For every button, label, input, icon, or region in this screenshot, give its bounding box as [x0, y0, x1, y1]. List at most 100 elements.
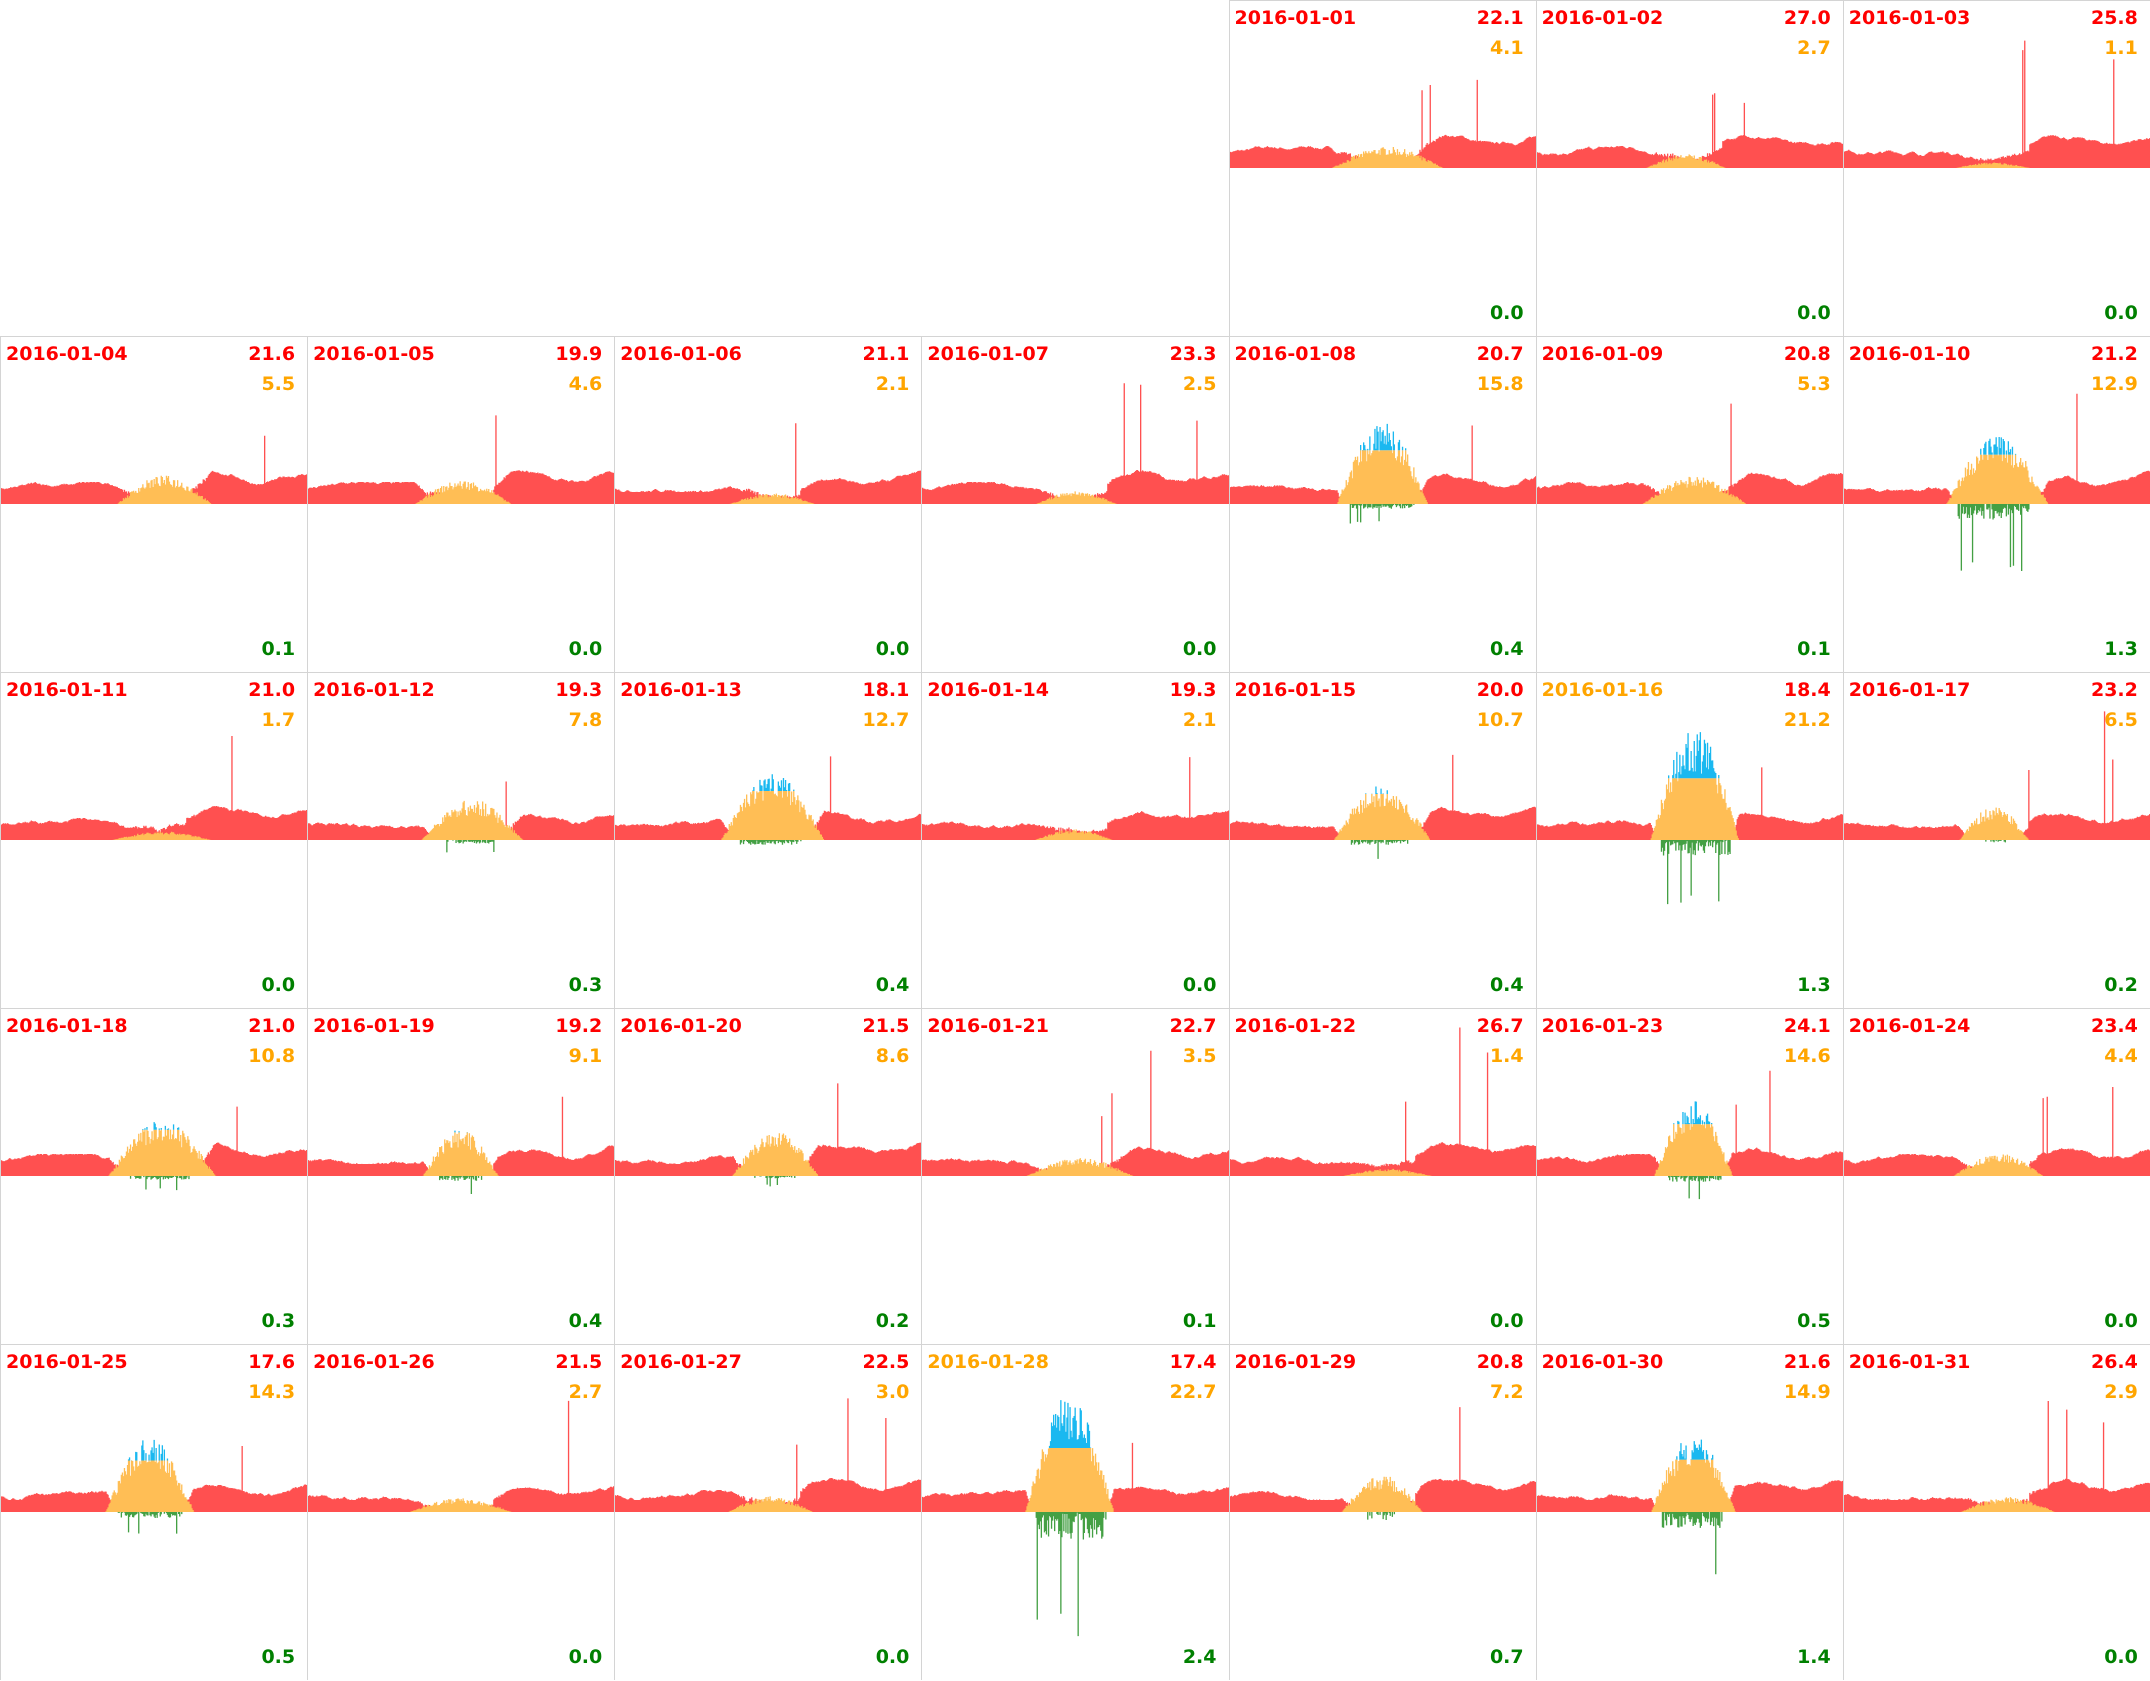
solar-surplus-area — [1049, 1400, 1092, 1448]
export-total-label: 2.4 — [1182, 1646, 1217, 1668]
consumption-area — [1536, 93, 1844, 168]
day-cell: 2016-01-05 19.9 4.6 0.0 — [307, 336, 616, 672]
solar-total-label: 21.2 — [1783, 709, 1831, 731]
solar-total-label: 1.4 — [1489, 1045, 1524, 1067]
export-area — [446, 840, 495, 853]
day-cell: 2016-01-26 21.5 2.7 0.0 — [307, 1344, 616, 1680]
export-total-label: 0.1 — [261, 638, 296, 660]
solar-total-label: 12.7 — [862, 709, 910, 731]
day-date-label: 2016-01-30 — [1541, 1351, 1664, 1373]
solar-total-label: 12.9 — [2090, 373, 2138, 395]
consumption-area — [922, 757, 1230, 840]
consumption-area — [1229, 425, 1537, 504]
consumption-area — [308, 1400, 616, 1512]
solar-total-label: 6.5 — [2104, 709, 2138, 731]
day-cell: 2016-01-28 17.4 22.7 2.4 — [921, 1344, 1230, 1680]
consumption-area — [1536, 403, 1844, 504]
day-cell: 2016-01-23 24.1 14.6 0.5 — [1535, 1008, 1844, 1344]
solar-surplus-area — [1667, 732, 1720, 779]
export-total-label: 0.3 — [568, 974, 603, 996]
solar-used-area — [1650, 778, 1739, 840]
export-total-label: 0.0 — [1182, 638, 1217, 660]
day-date-label: 2016-01-06 — [620, 343, 742, 365]
solar-used-area — [1646, 154, 1726, 168]
day-date-label: 2016-01-21 — [927, 1015, 1049, 1037]
day-chart — [1536, 1070, 1844, 1200]
day-date-label: 2016-01-23 — [1541, 1015, 1664, 1037]
consumption-total-label: 22.7 — [1169, 1015, 1217, 1037]
day-cell: 2016-01-15 20.0 10.7 0.4 — [1228, 672, 1537, 1008]
export-total-label: 0.0 — [568, 638, 603, 660]
export-total-label: 0.0 — [2104, 1646, 2138, 1668]
consumption-total-label: 27.0 — [1783, 7, 1831, 29]
day-cell: 2016-01-13 18.1 12.7 0.4 — [614, 672, 923, 1008]
solar-surplus-area — [1672, 1101, 1712, 1125]
consumption-area — [308, 781, 616, 840]
solar-used-area — [1651, 1459, 1736, 1512]
day-chart — [1843, 711, 2150, 843]
export-area — [1984, 840, 2006, 843]
consumption-total-label: 20.8 — [1476, 1351, 1524, 1373]
day-date-label: 2016-01-04 — [6, 343, 128, 365]
day-date-label: 2016-01-15 — [1234, 679, 1357, 701]
consumption-area — [1843, 711, 2150, 840]
solar-total-label: 2.7 — [1797, 37, 1831, 59]
export-total-label: 0.0 — [1489, 1310, 1524, 1332]
solar-used-area — [1036, 491, 1118, 504]
export-total-label: 1.4 — [1797, 1646, 1831, 1668]
solar-used-area — [421, 800, 524, 840]
day-date-label: 2016-01-10 — [1848, 343, 1971, 365]
solar-used-area — [728, 1496, 814, 1512]
solar-used-area — [108, 1129, 217, 1176]
export-total-label: 1.3 — [1797, 974, 1831, 996]
solar-total-label: 2.1 — [875, 373, 910, 395]
day-chart — [1229, 754, 1537, 859]
day-chart — [1, 435, 308, 504]
solar-total-label: 14.6 — [1783, 1045, 1831, 1067]
day-date-label: 2016-01-03 — [1848, 7, 1971, 29]
day-chart — [1229, 79, 1537, 168]
day-cell: 2016-01-17 23.2 6.5 0.2 — [1842, 672, 2150, 1008]
consumption-total-label: 23.2 — [2090, 679, 2138, 701]
day-date-label: 2016-01-11 — [6, 679, 128, 701]
consumption-total-label: 21.2 — [2090, 343, 2138, 365]
export-total-label: 0.5 — [261, 1646, 296, 1668]
export-area — [117, 1512, 183, 1534]
consumption-area — [1229, 79, 1537, 168]
solar-used-area — [1335, 450, 1428, 504]
consumption-total-label: 19.2 — [555, 1015, 603, 1037]
export-total-label: 0.3 — [261, 1310, 296, 1332]
day-chart — [308, 415, 616, 504]
day-chart — [922, 383, 1230, 504]
day-date-label: 2016-01-16 — [1541, 679, 1664, 701]
solar-total-label: 2.9 — [2104, 1381, 2138, 1403]
export-total-label: 1.3 — [2104, 638, 2138, 660]
solar-surplus-area — [1364, 786, 1388, 794]
consumption-area — [308, 1096, 616, 1176]
export-area — [740, 840, 802, 845]
consumption-total-label: 19.9 — [555, 343, 603, 365]
day-cell: 2016-01-08 20.7 15.8 0.4 — [1228, 336, 1537, 672]
export-total-label: 0.0 — [2104, 302, 2138, 324]
consumption-total-label: 20.8 — [1783, 343, 1831, 365]
day-cell: 2016-01-31 26.4 2.9 0.0 — [1842, 1344, 2150, 1680]
day-cell: 2016-01-24 23.4 4.4 0.0 — [1842, 1008, 2150, 1344]
solar-surplus-area — [142, 1122, 180, 1130]
day-date-label: 2016-01-08 — [1234, 343, 1357, 365]
day-cell: 2016-01-14 19.3 2.1 0.0 — [921, 672, 1230, 1008]
solar-used-area — [112, 831, 212, 840]
export-total-label: 0.1 — [1797, 638, 1831, 660]
day-date-label: 2016-01-25 — [6, 1351, 128, 1373]
day-cell: 2016-01-27 22.5 3.0 0.0 — [614, 1344, 923, 1680]
solar-total-label: 4.6 — [568, 373, 603, 395]
day-date-label: 2016-01-14 — [927, 679, 1049, 701]
day-date-label: 2016-01-18 — [6, 1015, 128, 1037]
consumption-area — [615, 1083, 923, 1176]
day-date-label: 2016-01-12 — [313, 679, 435, 701]
consumption-area — [615, 756, 923, 840]
solar-used-area — [415, 481, 512, 504]
consumption-total-label: 21.0 — [248, 1015, 296, 1037]
consumption-total-label: 21.6 — [1783, 1351, 1831, 1373]
solar-total-label: 5.3 — [1797, 373, 1831, 395]
consumption-total-label: 19.3 — [555, 679, 603, 701]
